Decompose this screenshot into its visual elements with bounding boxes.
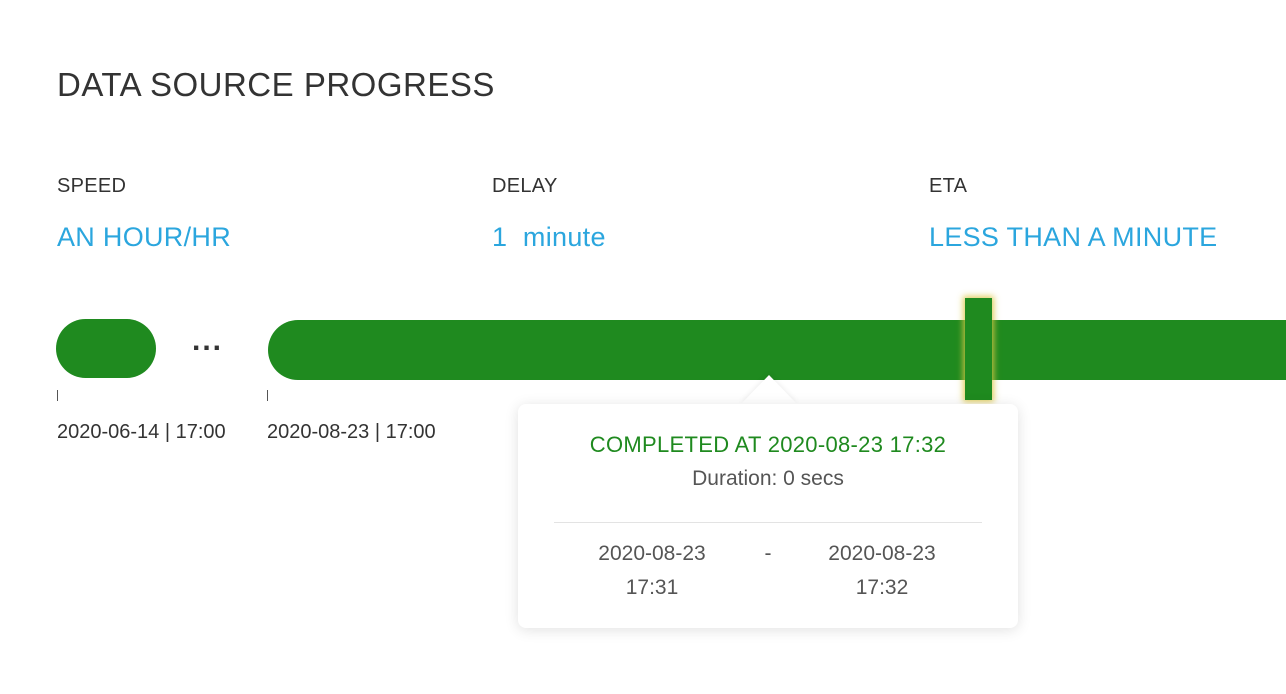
tooltip-range-start-time: 17:31 bbox=[625, 576, 679, 599]
eta-label: ETA bbox=[929, 175, 968, 197]
speed-stat: SPEED AN HOUR/HR bbox=[57, 175, 231, 253]
tooltip-range-end-date: 2020-08-23 bbox=[828, 542, 936, 565]
timeline-tick-label-start: 2020-06-14 | 17:00 bbox=[57, 421, 226, 443]
eta-stat: ETA LESS THAN A MINUTE bbox=[929, 175, 1217, 253]
speed-label: SPEED bbox=[57, 175, 127, 197]
delay-label: DELAY bbox=[492, 175, 558, 197]
tooltip-range-start: 2020-08-23 17:31 bbox=[572, 537, 732, 605]
speed-value[interactable]: AN HOUR/HR bbox=[57, 222, 232, 252]
tooltip-range-separator: - bbox=[764, 542, 772, 565]
progress-timeline: ... 2020-06-14 | 17:00 2020-08-23 | 17:0… bbox=[0, 290, 1286, 470]
timeline-tick-label-second: 2020-08-23 | 17:00 bbox=[267, 421, 436, 443]
tooltip-range-end-time: 17:32 bbox=[855, 576, 909, 599]
timeline-segment-first[interactable] bbox=[56, 319, 156, 378]
tooltip-status: COMPLETED AT 2020-08-23 17:32 bbox=[589, 432, 947, 457]
tooltip-range-start-date: 2020-08-23 bbox=[598, 542, 706, 565]
timeline-tick bbox=[57, 390, 58, 401]
tooltip-arrow bbox=[741, 375, 797, 404]
tooltip-range-end: 2020-08-23 17:32 bbox=[802, 537, 962, 605]
eta-value: LESS THAN A MINUTE bbox=[929, 222, 1218, 252]
delay-value[interactable]: 1 minute bbox=[492, 222, 606, 252]
timeline-tick bbox=[267, 390, 268, 401]
delay-stat: DELAY 1 minute bbox=[492, 175, 606, 253]
tooltip-duration: Duration: 0 secs bbox=[692, 467, 844, 490]
timeline-segment-main[interactable] bbox=[268, 320, 1286, 380]
timeline-ellipsis[interactable]: ... bbox=[192, 324, 224, 357]
segment-tooltip: COMPLETED AT 2020-08-23 17:32 Duration: … bbox=[518, 404, 1018, 628]
current-time-marker bbox=[965, 298, 992, 400]
page-title: DATA SOURCE PROGRESS bbox=[57, 66, 495, 103]
tooltip-divider bbox=[554, 522, 982, 523]
